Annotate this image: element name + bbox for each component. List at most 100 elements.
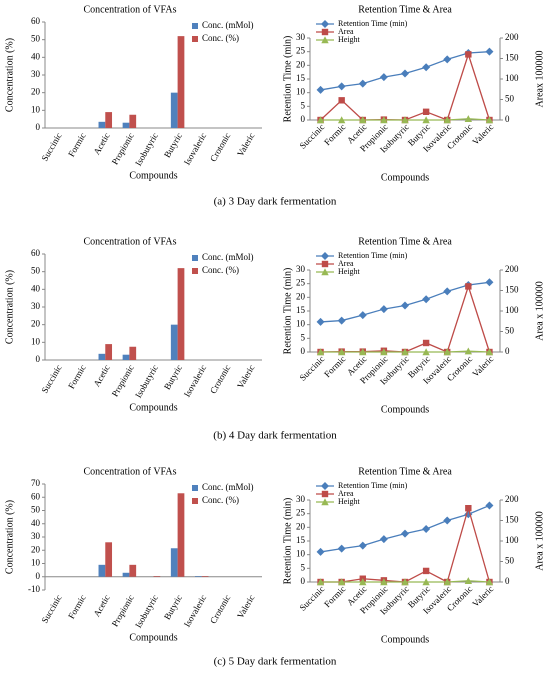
y-tick-label: 20 — [31, 319, 41, 329]
bar — [170, 324, 178, 360]
x-tick-label: Valeric — [235, 131, 256, 158]
legend-label: Height — [338, 267, 361, 276]
x-axis-label: Compounds — [381, 172, 429, 183]
x-tick-label: Succinic — [39, 131, 63, 163]
point — [401, 69, 409, 78]
point — [443, 516, 452, 525]
y-tick-label: 20 — [296, 59, 306, 69]
y-tick-label: 70 — [31, 478, 41, 488]
x-axis-label: Compounds — [381, 634, 429, 645]
point — [401, 529, 409, 538]
point — [465, 51, 472, 58]
point — [485, 348, 494, 356]
bar — [129, 564, 137, 577]
point — [485, 116, 494, 124]
point — [401, 348, 409, 356]
point — [422, 108, 430, 115]
bar — [177, 36, 185, 129]
x-tick-label: Crotonic — [208, 593, 232, 625]
y-tick-label: 10 — [31, 558, 41, 568]
point — [443, 116, 451, 124]
point — [422, 339, 430, 347]
figure-caption: (b) 4 Day dark fermentation — [213, 430, 337, 442]
y2-tick-label: 150 — [505, 515, 519, 525]
x-tick-label: Succinic — [39, 363, 63, 395]
legend-marker — [321, 482, 329, 490]
legend-label: Conc. (%) — [202, 33, 239, 43]
y-tick-label: 30 — [31, 301, 41, 311]
point — [443, 287, 452, 296]
point — [422, 63, 431, 72]
legend-label: Retention Time (min) — [338, 251, 408, 260]
y-tick-label: 60 — [31, 491, 41, 501]
legend-label: Conc. (mMol) — [202, 252, 254, 262]
y-tick-label: 5 — [301, 562, 306, 572]
y-axis-label: Retention Time (min) — [282, 268, 293, 355]
point — [359, 578, 367, 586]
y-tick-label: 5 — [301, 332, 306, 342]
x-tick-label: Formic — [322, 122, 347, 147]
y-tick-label: 30 — [31, 531, 41, 541]
legend-label: Retention Time (min) — [338, 19, 408, 28]
x-tick-label: Crotonic — [208, 131, 232, 163]
legend-marker — [321, 20, 329, 28]
point — [316, 348, 325, 356]
series-line — [320, 52, 491, 121]
x-tick-label: Formic — [66, 131, 88, 159]
point — [337, 544, 346, 553]
y-tick-label: 50 — [31, 34, 41, 44]
y-tick-label: 30 — [296, 264, 306, 274]
series-line — [320, 504, 490, 553]
legend-label: Conc. (%) — [202, 265, 239, 275]
legend-marker — [321, 252, 329, 260]
y2-tick-label: 200 — [505, 32, 519, 42]
point — [379, 73, 388, 82]
y-tick-label: 15 — [296, 535, 306, 545]
y2-tick-label: 0 — [505, 114, 510, 124]
legend-marker — [321, 498, 329, 506]
y-axis-label: Concentration (%) — [4, 500, 15, 574]
point — [422, 295, 431, 304]
point — [422, 524, 431, 533]
legend-swatch — [192, 255, 198, 261]
legend-label: Retention Time (min) — [338, 481, 408, 490]
bar — [153, 576, 161, 577]
legend-label: Area — [338, 489, 354, 498]
y2-tick-label: 50 — [505, 326, 515, 336]
y-axis-label: Concentration (%) — [4, 38, 15, 112]
point — [359, 116, 367, 124]
bar — [98, 564, 106, 577]
y2-tick-label: 0 — [505, 576, 510, 586]
x-tick-label: Isobutyric — [133, 593, 160, 630]
bar — [105, 112, 113, 128]
point — [464, 347, 473, 355]
y2-axis-label: Area x 100000 — [534, 511, 545, 570]
point — [380, 578, 388, 586]
x-tick-label: Crotonic — [208, 363, 232, 395]
x-axis-label: Compounds — [129, 402, 177, 413]
x-tick-label: Succinic — [297, 122, 326, 151]
x-tick-label: Succinic — [297, 354, 326, 383]
x-tick-label: Propionic — [110, 131, 136, 166]
bar — [170, 548, 178, 577]
x-tick-label: Isovaleric — [182, 131, 208, 167]
chart-title: Concentration of VFAs — [84, 466, 177, 477]
point — [316, 547, 325, 556]
y-tick-label: 0 — [36, 122, 41, 132]
point — [485, 578, 494, 586]
point — [337, 316, 346, 325]
y-tick-label: 10 — [296, 319, 306, 329]
point — [337, 578, 346, 586]
legend-label: Conc. (%) — [202, 495, 239, 505]
x-tick-label: Isobutyric — [133, 131, 160, 168]
point — [358, 311, 367, 320]
y2-tick-label: 200 — [505, 264, 519, 274]
bar — [105, 542, 113, 577]
x-tick-label: Isovaleric — [182, 593, 208, 629]
chart-title: Concentration of VFAs — [84, 4, 177, 15]
point — [443, 55, 452, 64]
point — [359, 348, 367, 356]
point — [337, 348, 346, 356]
x-tick-label: Valeric — [470, 354, 495, 379]
